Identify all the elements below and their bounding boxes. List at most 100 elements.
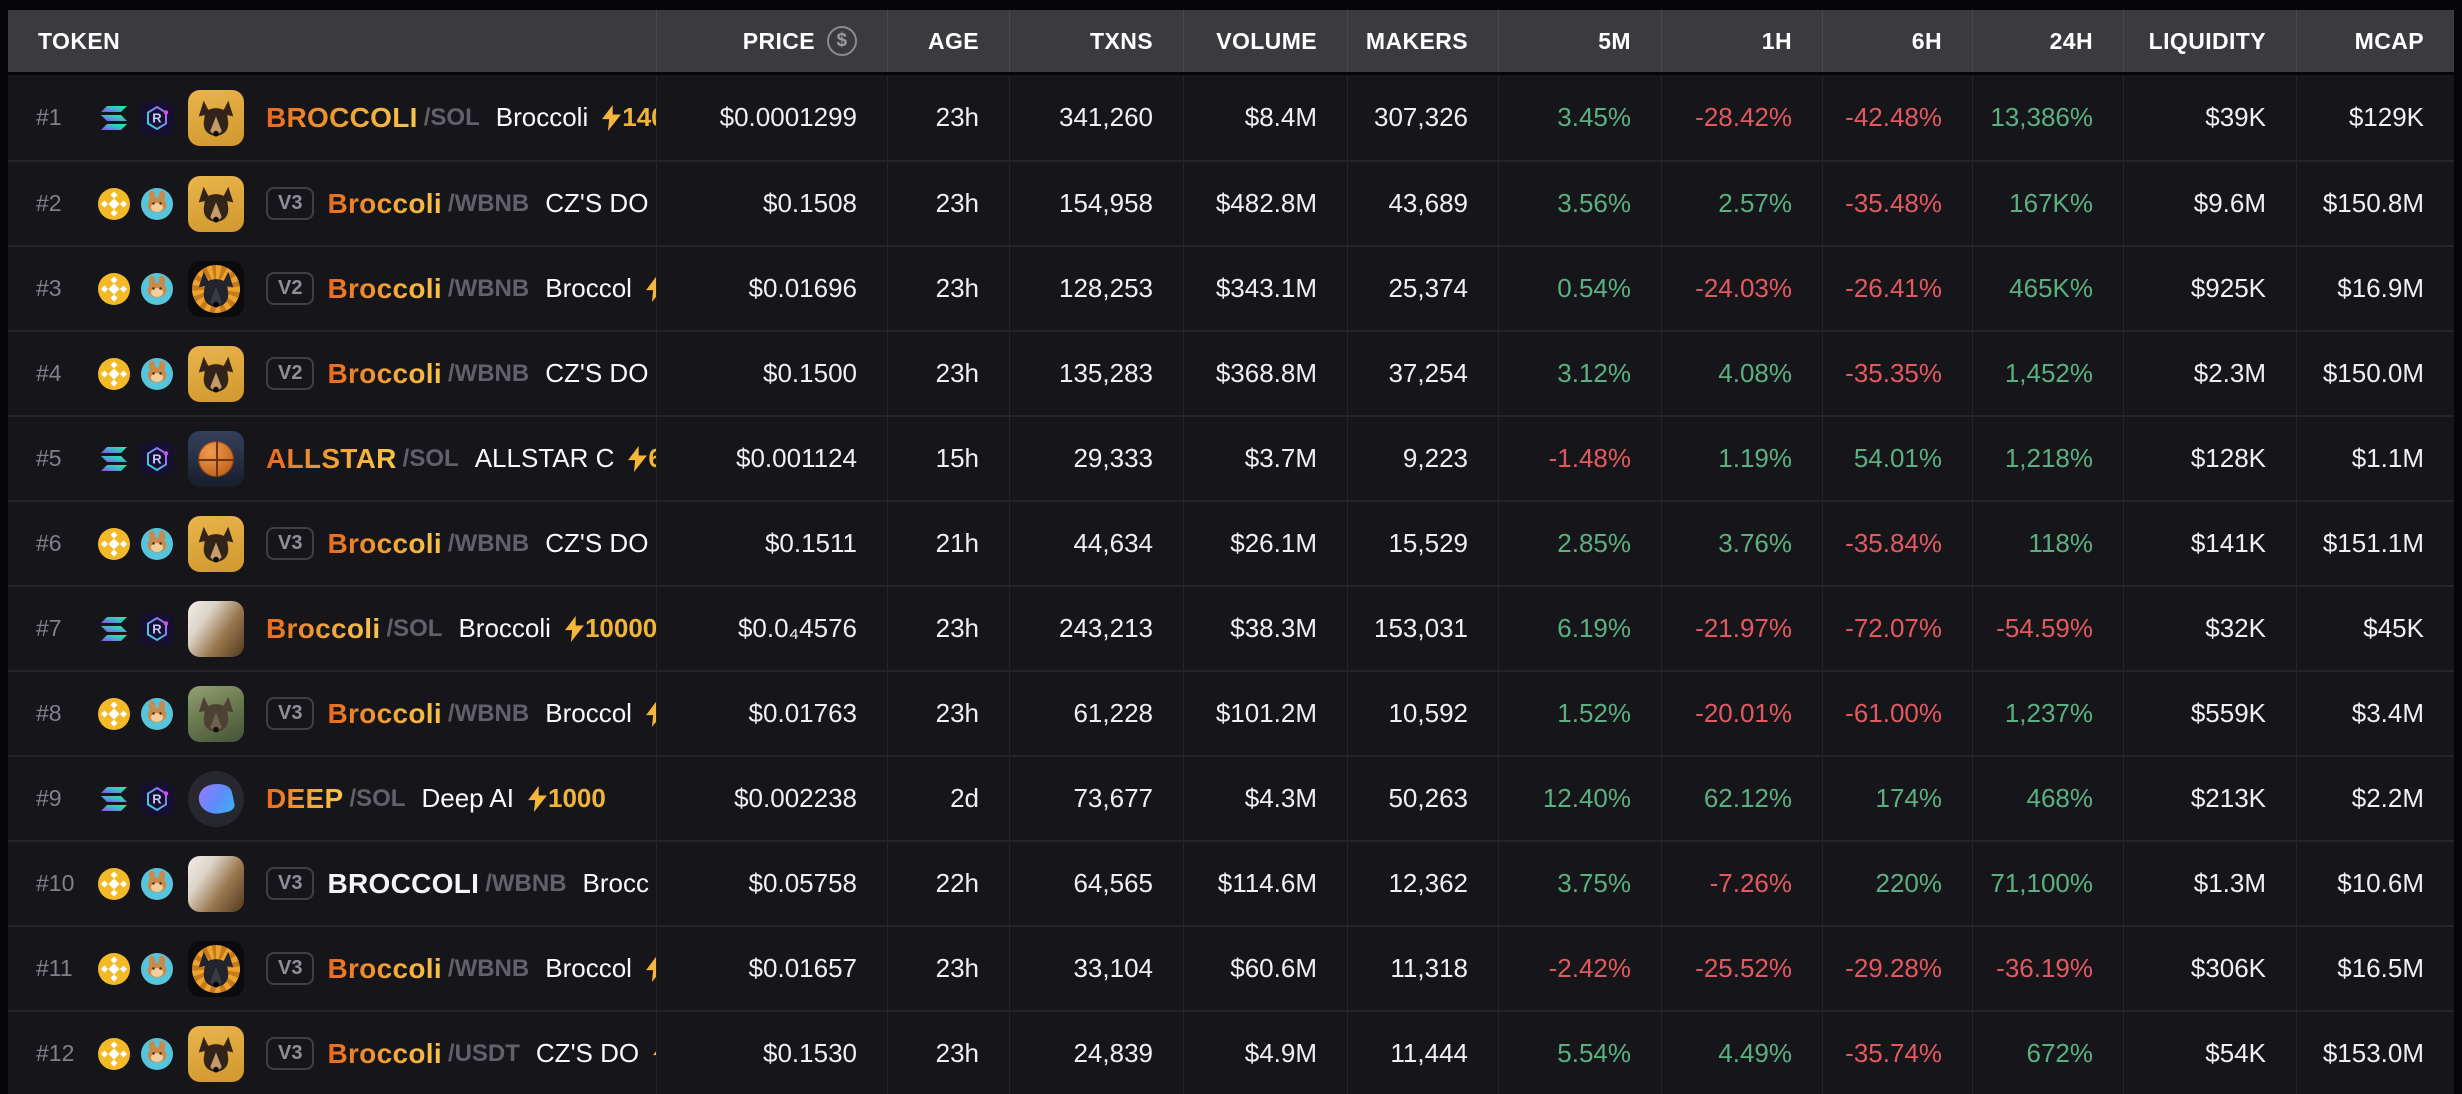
pancakeswap-icon: [140, 697, 174, 731]
header-liquidity-label: LIQUIDITY: [2148, 27, 2266, 54]
pct-h6: -72.07%: [1822, 587, 1972, 670]
raydium-icon: R: [140, 100, 174, 135]
token-avatar: [188, 175, 244, 232]
makers-cell: 10,592: [1347, 672, 1498, 755]
dog-art: [198, 100, 234, 137]
token-cell: #7: [8, 587, 656, 670]
age-cell: 23h: [887, 672, 1009, 755]
token-row[interactable]: #3: [8, 245, 2454, 330]
header-liquidity[interactable]: LIQUIDITY: [2123, 10, 2296, 72]
rank-label: #7: [36, 615, 62, 641]
usd-toggle-icon[interactable]: $: [827, 26, 857, 56]
quote-pair: /SOL: [349, 784, 406, 812]
age-cell: 23h: [887, 162, 1009, 245]
pct-m5: 6.19%: [1498, 587, 1661, 670]
token-row[interactable]: #11: [8, 925, 2454, 1010]
token-row[interactable]: #7: [8, 585, 2454, 670]
pct-h1: -25.52%: [1661, 927, 1822, 1010]
token-cell: #1: [8, 75, 656, 160]
mcap-cell: $153.0M: [2296, 1012, 2454, 1094]
volume-cell: $482.8M: [1183, 162, 1347, 245]
token-avatar: [188, 685, 244, 742]
token-row[interactable]: #4: [8, 330, 2454, 415]
rank-label: #12: [36, 1040, 75, 1066]
boost-count: 1000: [547, 783, 606, 813]
liquidity-cell: $39K: [2123, 75, 2296, 160]
header-5m[interactable]: 5M: [1498, 10, 1661, 72]
token-symbol: BROCCOLI: [327, 867, 480, 899]
token-name: Broccol: [545, 953, 632, 983]
lightning-icon: [602, 104, 622, 131]
price-cell: $0.0001299: [656, 75, 887, 160]
token-row[interactable]: #1: [8, 75, 2454, 160]
age-cell: 23h: [887, 247, 1009, 330]
pct-h24: 71,100%: [1972, 842, 2123, 925]
token-row[interactable]: #12: [8, 1010, 2454, 1094]
token-cell: #3: [8, 247, 656, 330]
pct-m5: 5.54%: [1498, 1012, 1661, 1094]
token-row[interactable]: #6: [8, 500, 2454, 585]
pct-m5: -2.42%: [1498, 927, 1661, 1010]
header-price[interactable]: PRICE $: [656, 10, 887, 72]
liquidity-cell: $32K: [2123, 587, 2296, 670]
pct-m5: 12.40%: [1498, 757, 1661, 840]
volume-cell: $26.1M: [1183, 502, 1347, 585]
header-mcap-label: MCAP: [2354, 27, 2424, 54]
liquidity-cell: $559K: [2123, 672, 2296, 755]
makers-cell: 50,263: [1347, 757, 1498, 840]
svg-text:R: R: [152, 621, 162, 636]
header-makers[interactable]: MAKERS: [1347, 10, 1498, 72]
age-cell: 23h: [887, 1012, 1009, 1094]
dog-art: [198, 356, 234, 393]
boost-badge: 10000: [564, 613, 656, 644]
rank-label: #4: [36, 360, 62, 386]
pct-h6: -26.41%: [1822, 247, 1972, 330]
boost-badge: 600: [628, 443, 656, 474]
token-name: Deep AI: [421, 783, 514, 813]
header-volume[interactable]: VOLUME: [1183, 10, 1347, 72]
svg-text:R: R: [152, 451, 162, 466]
age-cell: 23h: [887, 927, 1009, 1010]
token-row[interactable]: #10: [8, 840, 2454, 925]
pool-version-badge: V3: [266, 867, 315, 900]
pct-h24: -54.59%: [1972, 587, 2123, 670]
token-row[interactable]: #9: [8, 755, 2454, 840]
pct-h24: 465K%: [1972, 247, 2123, 330]
dog-art: [198, 1036, 234, 1073]
header-makers-label: MAKERS: [1365, 27, 1468, 54]
header-24h[interactable]: 24H: [1972, 10, 2123, 72]
pct-h6: 174%: [1822, 757, 1972, 840]
header-age[interactable]: AGE: [887, 10, 1009, 72]
header-1h[interactable]: 1H: [1661, 10, 1822, 72]
token-row[interactable]: #8: [8, 670, 2454, 755]
quote-pair: /SOL: [423, 103, 480, 131]
quote-pair: /WBNB: [485, 869, 567, 897]
token-screener-table: TOKEN PRICE $ AGE TXNS VOLUME MAKERS 5M …: [8, 10, 2454, 1094]
header-mcap[interactable]: MCAP: [2296, 10, 2454, 72]
price-cell: $0.05758: [656, 842, 887, 925]
token-symbol: Broccoli: [327, 952, 442, 984]
txns-cell: 135,283: [1009, 332, 1183, 415]
token-name: CZ'S DO: [535, 1038, 640, 1068]
quote-pair: /WBNB: [447, 699, 530, 727]
header-token[interactable]: TOKEN: [8, 10, 656, 72]
pct-h24: 1,218%: [1972, 417, 2123, 500]
token-row[interactable]: #5: [8, 415, 2454, 500]
makers-cell: 43,689: [1347, 162, 1498, 245]
header-txns[interactable]: TXNS: [1009, 10, 1183, 72]
pancakeswap-icon: [140, 952, 174, 986]
mcap-cell: $1.1M: [2296, 417, 2454, 500]
txns-cell: 128,253: [1009, 247, 1183, 330]
pct-m5: 0.54%: [1498, 247, 1661, 330]
token-cell: #12: [8, 1012, 656, 1094]
pct-h6: 54.01%: [1822, 417, 1972, 500]
header-6h[interactable]: 6H: [1822, 10, 1972, 72]
pct-h6: -35.35%: [1822, 332, 1972, 415]
token-row[interactable]: #2: [8, 160, 2454, 245]
liquidity-cell: $128K: [2123, 417, 2296, 500]
pool-version-badge: V2: [266, 272, 315, 305]
pancakeswap-icon: [140, 187, 174, 221]
price-cell: $0.01696: [656, 247, 887, 330]
quote-pair: /WBNB: [447, 954, 530, 982]
token-name: Broccoli: [458, 613, 551, 643]
